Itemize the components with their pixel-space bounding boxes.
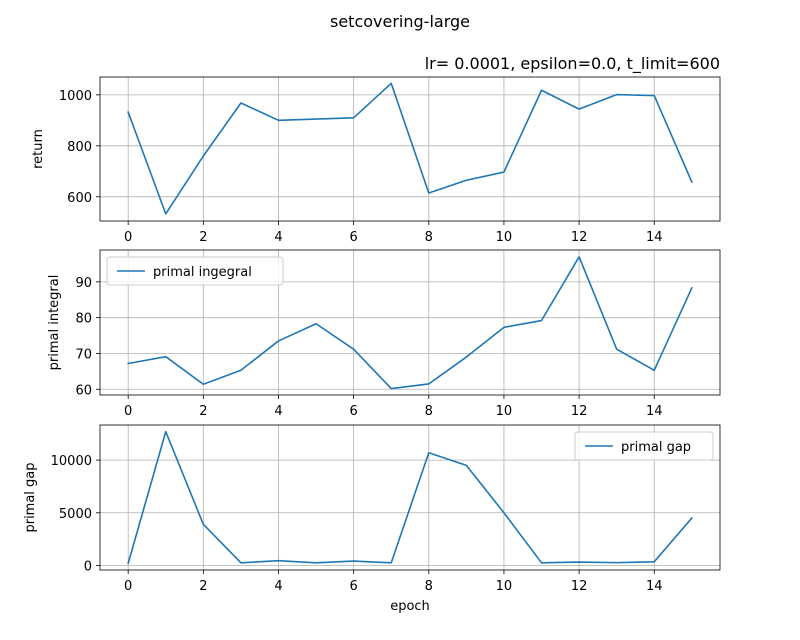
primal-gap-ylabel: primal gap	[23, 462, 38, 532]
primal-integral-ytick-label-70: 70	[75, 347, 92, 362]
primal-gap-xtick-label-2: 2	[199, 579, 207, 594]
primal-gap-xtick-label-0: 0	[124, 579, 132, 594]
primal-gap-legend-box	[574, 431, 714, 461]
primal-gap-ytick-label-10000: 10000	[51, 454, 92, 469]
figure-suptitle: setcovering-large	[330, 12, 470, 31]
return-xtick-label-4: 4	[274, 230, 282, 245]
primal-integral-legend-box	[106, 256, 284, 286]
primal-gap-xtick-label-14: 14	[646, 579, 663, 594]
primal-integral-xtick-label-4: 4	[274, 404, 282, 419]
primal-gap-ytick-label-0: 0	[84, 559, 92, 574]
return-subplot: 0 2 4 6 8 10 12 14 600 800 1000 lr= 0.0001, epsilon…	[31, 54, 721, 245]
primal-gap-ytick-label-5000: 5000	[59, 507, 92, 522]
primal-integral-ylabel: primal integral	[47, 275, 62, 371]
primal-gap-xtick-label-4: 4	[274, 579, 282, 594]
primal-integral-xtick-label-2: 2	[199, 404, 207, 419]
primal-gap-xlabel: epoch	[390, 599, 430, 614]
return-ytick-label-800: 800	[67, 140, 92, 155]
primal-gap-xtick-label-12: 12	[571, 579, 588, 594]
return-xtick-label-0: 0	[124, 230, 132, 245]
return-xtick-label-2: 2	[199, 230, 207, 245]
primal-gap-axes-frame	[99, 424, 721, 571]
primal-integral-xtick-label-6: 6	[349, 404, 357, 419]
primal-gap-xtick-label-8: 8	[425, 579, 433, 594]
primal-gap-xtick-label-6: 6	[349, 579, 357, 594]
primal-integral-xtick-label-0: 0	[124, 404, 132, 419]
return-ytick-label-1000: 1000	[59, 89, 92, 104]
primal-gap-legend: primal gap	[574, 431, 714, 461]
return-axes-frame	[99, 76, 721, 222]
return-ytick-label-600: 600	[67, 191, 92, 206]
return-xtick-label-8: 8	[425, 230, 433, 245]
primal-integral-xtick-label-10: 10	[496, 404, 513, 419]
primal-integral-subplot: 0 2 4 6 8 10 12 14 60 70 80 90 primal integral primal…	[47, 249, 721, 419]
primal-gap-legend-label: primal gap	[621, 440, 691, 455]
return-series-line	[127, 82, 693, 215]
primal-integral-axes-frame	[99, 249, 721, 396]
primal-integral-ytick-label-80: 80	[75, 312, 92, 327]
primal-gap-subplot: 0 2 4 6 8 10 12 14 0 5000 10000 primal gap epoch prim…	[23, 424, 721, 614]
primal-gap-xtick-label-10: 10	[496, 579, 513, 594]
return-xtick-label-12: 12	[571, 230, 588, 245]
primal-integral-ytick-label-60: 60	[75, 383, 92, 398]
primal-integral-ytick-label-90: 90	[75, 276, 92, 291]
primal-integral-xtick-label-8: 8	[425, 404, 433, 419]
return-subplot-title: lr= 0.0001, epsilon=0.0, t_limit=600	[425, 54, 720, 74]
return-xtick-label-14: 14	[646, 230, 663, 245]
return-xtick-label-10: 10	[496, 230, 513, 245]
primal-integral-xtick-label-14: 14	[646, 404, 663, 419]
primal-gap-series-line	[127, 430, 693, 565]
primal-integral-legend-label: primal ingegral	[153, 265, 252, 280]
return-ylabel: return	[31, 129, 46, 169]
primal-integral-series-line	[127, 255, 693, 390]
primal-integral-legend: primal ingegral	[106, 256, 284, 286]
primal-integral-xtick-label-12: 12	[571, 404, 588, 419]
return-xtick-label-6: 6	[349, 230, 357, 245]
